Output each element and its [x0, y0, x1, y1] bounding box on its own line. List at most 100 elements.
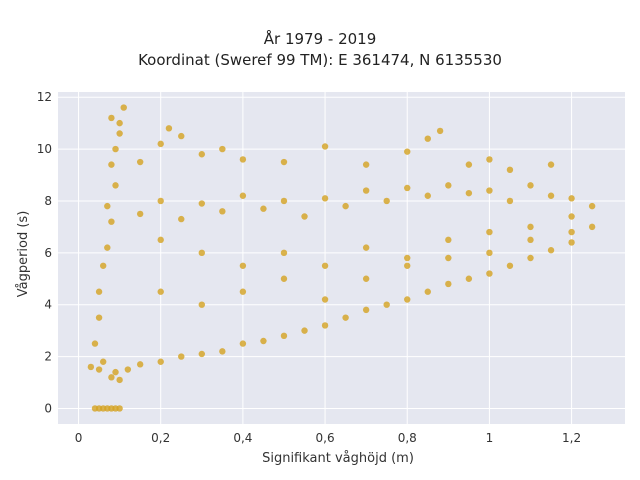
data-point	[342, 314, 349, 321]
data-point	[424, 135, 431, 142]
data-point	[157, 236, 164, 244]
y-tick-label: 6	[44, 246, 52, 260]
data-point	[527, 236, 534, 244]
data-point	[506, 262, 514, 269]
data-point	[136, 361, 144, 368]
x-tick-label: 0	[75, 431, 83, 445]
x-tick-label: 0,4	[233, 431, 252, 445]
x-tick-label: 1,2	[562, 431, 581, 445]
data-point	[136, 210, 144, 218]
x-tick-label: 0,6	[316, 431, 335, 445]
data-point	[404, 184, 411, 192]
data-point	[136, 158, 144, 166]
grid-lines	[58, 92, 625, 424]
data-point	[383, 197, 390, 205]
data-point	[116, 130, 123, 137]
data-point	[486, 270, 493, 277]
data-point	[108, 374, 115, 381]
data-point	[280, 275, 288, 282]
data-point	[362, 244, 370, 251]
y-axis-label: Vågperiod (s)	[16, 211, 31, 298]
chart-title-line-2: Koordinat (Sweref 99 TM): E 361474, N 61…	[138, 51, 502, 69]
data-point	[362, 161, 370, 168]
data-point	[116, 405, 123, 412]
data-point	[547, 161, 555, 168]
data-point	[436, 127, 444, 135]
data-point	[445, 182, 452, 189]
data-point	[108, 161, 115, 168]
data-point	[108, 114, 115, 122]
data-point	[362, 187, 370, 194]
data-point	[321, 296, 329, 303]
data-point	[280, 249, 288, 257]
data-point	[157, 197, 164, 205]
data-point	[568, 213, 575, 220]
x-tick-label: 0,2	[151, 431, 170, 445]
data-point	[104, 202, 111, 210]
data-point	[95, 288, 103, 295]
data-point	[165, 125, 173, 132]
data-point	[198, 200, 206, 207]
data-point	[239, 262, 247, 269]
data-point	[506, 197, 514, 205]
data-point	[404, 262, 411, 269]
data-point	[178, 215, 185, 223]
x-tick-label: 1	[486, 431, 494, 445]
data-point	[260, 205, 267, 212]
data-point	[321, 322, 329, 329]
data-point	[178, 132, 185, 140]
data-point	[157, 288, 164, 295]
data-point	[219, 145, 226, 153]
data-point	[486, 228, 493, 236]
y-tick-label: 4	[44, 298, 52, 312]
data-point	[486, 156, 493, 163]
y-axis-ticks: 0 2 4 6 8 10 12	[37, 90, 52, 415]
data-point	[527, 223, 534, 231]
data-point	[104, 244, 111, 251]
data-point	[239, 340, 247, 347]
data-point	[239, 156, 247, 163]
data-point	[116, 119, 123, 127]
data-point	[568, 239, 575, 246]
plot-area	[58, 92, 625, 424]
data-point	[506, 166, 514, 174]
data-point	[568, 195, 575, 202]
data-point	[157, 140, 164, 148]
data-point	[239, 288, 247, 295]
y-tick-label: 8	[44, 194, 52, 208]
data-point	[547, 247, 555, 254]
data-point	[321, 195, 329, 202]
data-point	[219, 348, 226, 355]
data-point	[178, 353, 185, 360]
data-point	[404, 148, 411, 155]
data-point	[95, 314, 103, 321]
data-point	[321, 262, 329, 269]
data-point	[99, 262, 107, 269]
data-point	[527, 182, 534, 189]
chart-title-line-1: År 1979 - 2019	[263, 30, 377, 48]
data-point	[124, 366, 132, 373]
y-tick-label: 10	[37, 142, 52, 156]
x-axis-ticks: 0 0,2 0,4 0,6 0,8 1 1,2	[75, 431, 581, 445]
data-point	[219, 208, 226, 215]
y-tick-label: 12	[37, 90, 52, 104]
data-point	[588, 223, 596, 231]
data-point	[116, 376, 123, 384]
data-point	[404, 296, 411, 303]
data-point	[198, 350, 206, 358]
data-point	[280, 332, 288, 340]
data-point	[404, 254, 411, 262]
data-point	[547, 192, 555, 199]
data-point	[91, 340, 99, 347]
data-point	[445, 254, 452, 262]
data-point	[424, 288, 431, 295]
data-point	[108, 218, 115, 225]
data-point	[280, 197, 288, 205]
data-point	[486, 249, 493, 257]
data-point	[280, 158, 288, 166]
data-point	[445, 280, 452, 288]
data-point	[198, 301, 206, 308]
data-point	[527, 254, 534, 262]
